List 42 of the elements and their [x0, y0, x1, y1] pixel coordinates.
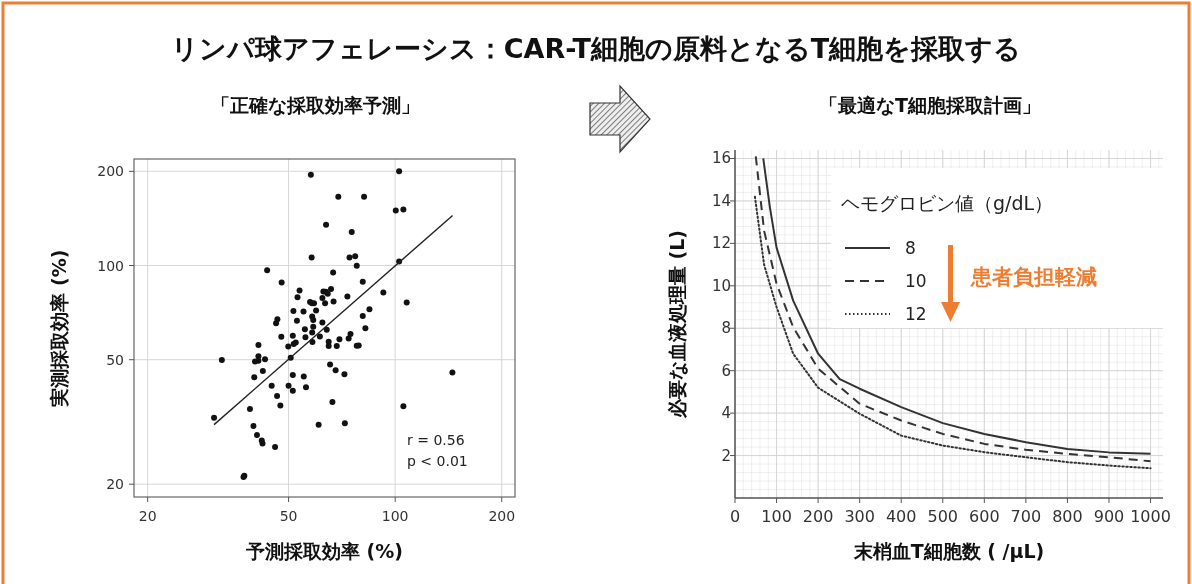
- legend-label: 12: [905, 304, 927, 324]
- y-axis-title: 必要な血液処理量 (L): [666, 229, 688, 420]
- x-tick-label: 300: [844, 507, 875, 526]
- chart-title: 「最適なT細胞採取計画」: [819, 94, 1041, 116]
- y-axis-title: 実測採取効率 (%): [48, 249, 70, 408]
- x-tick-label: 100: [381, 508, 409, 524]
- x-tick-label: 20: [138, 508, 157, 524]
- y-tick-label: 16: [711, 149, 731, 168]
- text: リンパ球アフェレーシス：CAR-T細胞の原料となるT細胞を採取する: [170, 33, 1022, 64]
- y-tick-label: 10: [711, 276, 731, 295]
- x-tick-label: 50: [279, 508, 298, 524]
- x-tick-label: 700: [1010, 507, 1042, 526]
- annotation: r = 0.56: [407, 432, 465, 448]
- y-tick-label: 4: [721, 404, 731, 423]
- y-tick-label: 6: [721, 361, 731, 380]
- line-series: [753, 195, 1152, 470]
- x-tick-label: 0: [729, 507, 741, 526]
- y-tick-label: 100: [97, 257, 124, 274]
- y-tick-label: 8: [721, 319, 731, 338]
- y-tick-label: 2: [721, 446, 731, 465]
- annotation: 患者負担軽減: [970, 265, 1097, 289]
- x-axis-title: 予測採取効率 (%): [244, 540, 404, 562]
- y-tick-label: 200: [97, 163, 124, 180]
- annotation: p < 0.01: [407, 453, 468, 469]
- x-axis-title: 末梢血T細胞数 ( /μL): [852, 540, 1045, 562]
- legend-label: 10: [905, 271, 927, 291]
- legend-label: 8: [905, 238, 916, 258]
- y-tick-label: 14: [711, 191, 731, 210]
- x-tick-label: 400: [885, 507, 917, 526]
- x-tick-label: 100: [761, 507, 792, 526]
- x-tick-label: 200: [802, 507, 834, 526]
- y-tick-label: 20: [106, 476, 124, 493]
- x-tick-label: 200: [488, 508, 516, 524]
- x-tick-label: 500: [927, 507, 959, 526]
- x-tick-label: 600: [969, 507, 1000, 526]
- x-tick-label: 800: [1052, 507, 1083, 526]
- chart-subtitle: 「正確な採取効率予測」: [210, 94, 420, 116]
- legend-title: ヘモグロビン値（g/dL）: [841, 192, 1054, 214]
- x-tick-label: 900: [1093, 507, 1125, 526]
- x-tick-label: 1000: [1130, 507, 1171, 526]
- y-tick-label: 50: [106, 351, 124, 368]
- y-tick-label: 12: [711, 234, 731, 253]
